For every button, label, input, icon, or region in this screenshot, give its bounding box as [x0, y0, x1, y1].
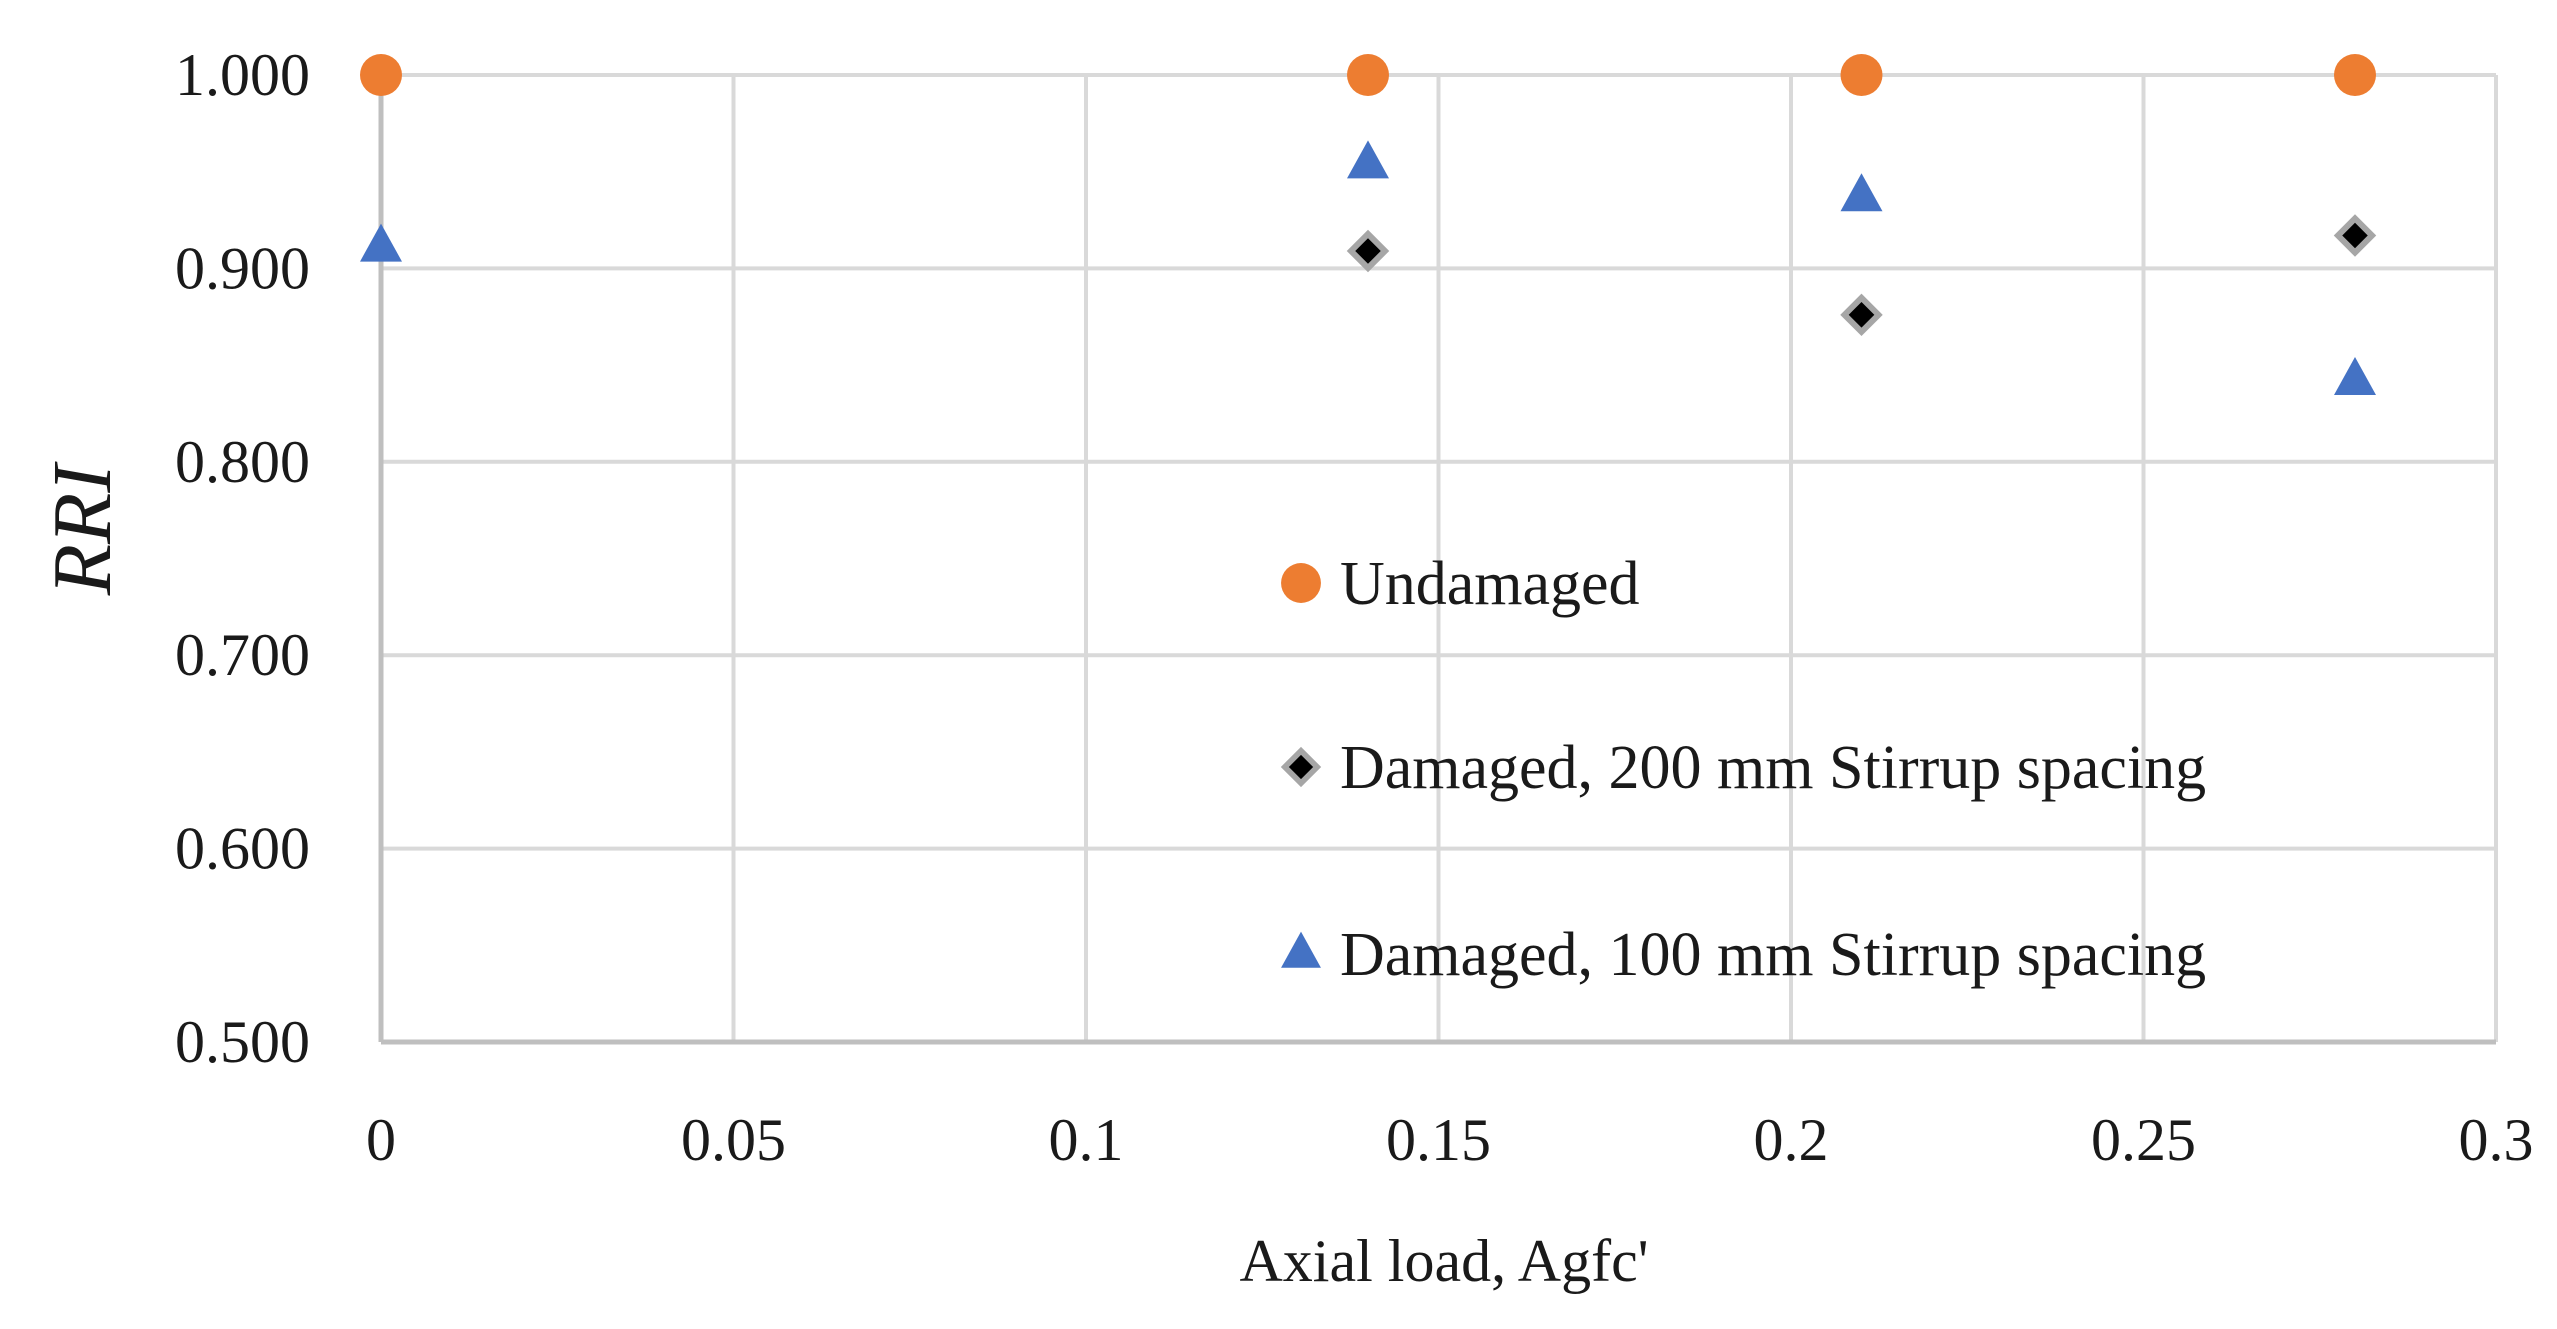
x-tick-label: 0.2: [1754, 1107, 1829, 1173]
point-diamond-shape: [1346, 229, 1390, 273]
legend-label: Damaged, 100 mm Stirrup spacing: [1340, 921, 2206, 989]
x-tick-label: 0.1: [1049, 1107, 1124, 1173]
data-points: [360, 54, 2377, 396]
x-tick-label: 0: [366, 1107, 396, 1173]
point-diamond: [1346, 229, 1390, 273]
y-tick-label: 0.700: [175, 622, 310, 688]
point-circle: [2334, 54, 2376, 96]
x-tick-label: 0.05: [681, 1107, 786, 1173]
point-diamond-shape: [2333, 214, 2377, 257]
legend-marker-circle: [1281, 563, 1321, 603]
y-axis-title: RRI: [36, 461, 129, 597]
legend-label: Damaged, 200 mm Stirrup spacing: [1340, 734, 2206, 802]
x-tick-label: 0.15: [1386, 1107, 1491, 1173]
x-axis-title: Axial load, Agfc': [1239, 1228, 1648, 1294]
point-diamond-shape: [1840, 293, 1883, 337]
y-tick-label: 0.500: [175, 1009, 310, 1075]
x-tick-label: 0.3: [2459, 1107, 2534, 1173]
point-circle: [1347, 54, 1389, 96]
point-triangle: [1347, 140, 1389, 179]
point-triangle: [2334, 357, 2376, 396]
legend-marker-diamond: [1280, 746, 1322, 788]
y-tick-label: 0.600: [175, 816, 310, 882]
legend: Undamaged Damaged, 200 mm Stirrup spacing…: [1280, 550, 2206, 989]
legend-label: Undamaged: [1340, 550, 1640, 618]
point-diamond: [2333, 214, 2377, 257]
point-circle: [360, 54, 402, 96]
y-tick-label: 1.000: [175, 42, 310, 108]
point-triangle: [360, 223, 402, 262]
point-triangle: [1840, 173, 1883, 212]
tick-labels: 0.500 0.600 0.700 0.800 0.900 1.000 0 0.05 0.1 0.…: [175, 42, 2534, 1173]
y-tick-label: 0.800: [175, 429, 310, 495]
point-diamond: [1840, 293, 1883, 337]
grid: [381, 73, 2498, 1042]
y-tick-label: 0.900: [175, 235, 310, 301]
legend-marker-triangle: [1281, 931, 1321, 968]
legend-marker-diamond-shape: [1280, 746, 1322, 788]
point-circle: [1840, 54, 1883, 96]
x-tick-label: 0.25: [2091, 1107, 2196, 1173]
